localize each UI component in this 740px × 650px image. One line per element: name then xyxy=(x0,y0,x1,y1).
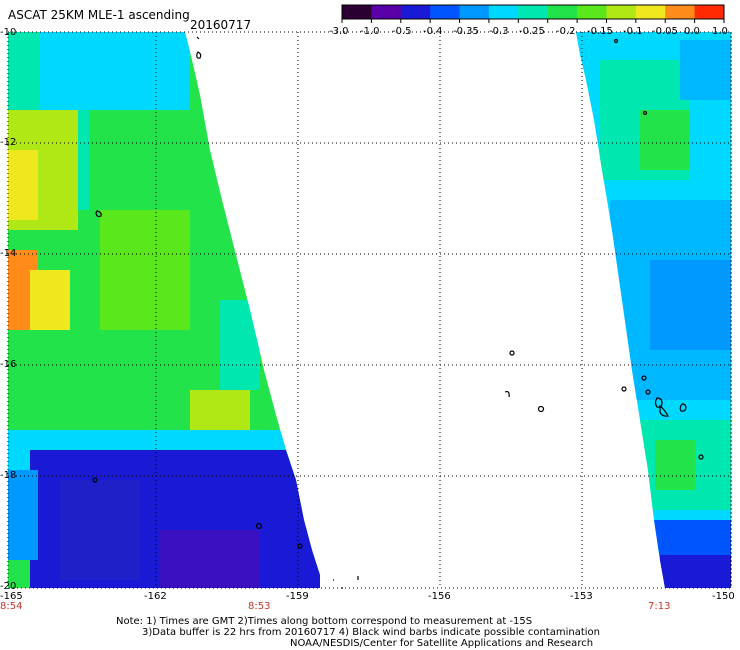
lat-label: -18 xyxy=(0,470,17,481)
lon-label: -153 xyxy=(570,591,593,602)
colorbar-swatch xyxy=(459,5,490,19)
colorbar-label: -0.4 xyxy=(423,26,443,37)
lon-label: -162 xyxy=(144,591,167,602)
colorbar-label: 0.0 xyxy=(684,26,700,37)
colorbar-swatch xyxy=(694,5,725,19)
left-swath xyxy=(8,32,320,588)
colorbar-label: -0.25 xyxy=(519,26,545,37)
colorbar-swatch xyxy=(606,5,637,19)
colorbar-swatch xyxy=(342,5,372,19)
colorbar-swatch xyxy=(400,5,431,19)
colorbar-label: -3.0 xyxy=(329,26,349,37)
colorbar-label: -0.2 xyxy=(556,26,576,37)
swath-time: 7:13 xyxy=(648,601,671,612)
colorbar-label: -0.35 xyxy=(453,26,479,37)
plot-frame xyxy=(7,31,732,589)
colorbar-label: 1.0 xyxy=(712,26,728,37)
map-title: ASCAT 25KM MLE-1 ascending xyxy=(8,8,190,22)
colorbar-label: -1.0 xyxy=(360,26,380,37)
map-date: 20160717 xyxy=(190,18,252,32)
swath-time: 8:54 xyxy=(0,601,23,612)
colorbar-swatch xyxy=(430,5,461,19)
colorbar-swatch xyxy=(577,5,607,19)
colorbar xyxy=(341,4,725,23)
colorbar-swatch xyxy=(371,5,402,19)
colorbar-label: -0.05 xyxy=(652,26,678,37)
colorbar-swatch xyxy=(547,5,578,19)
lon-label: -159 xyxy=(286,591,309,602)
colorbar-swatch xyxy=(635,5,666,19)
colorbar-label: -0.15 xyxy=(587,26,613,37)
colorbar-label: -0.1 xyxy=(623,26,643,37)
note-line-3: NOAA/NESDIS/Center for Satellite Applica… xyxy=(290,638,594,649)
lat-label: -20 xyxy=(0,581,17,592)
lat-label: -12 xyxy=(0,137,17,148)
right-swath xyxy=(576,32,731,588)
lon-label: -165 xyxy=(0,591,23,602)
note-line-1: Note: 1) Times are GMT 2)Times along bot… xyxy=(116,616,533,627)
colorbar-swatch xyxy=(665,5,696,19)
lat-label: -10 xyxy=(0,27,17,38)
lat-label: -16 xyxy=(0,359,17,370)
note-line-2: 3)Data buffer is 22 hrs from 20160717 4)… xyxy=(142,627,600,638)
colorbar-label: -0.5 xyxy=(392,26,412,37)
lon-label: -156 xyxy=(428,591,451,602)
colorbar-label: -0.3 xyxy=(489,26,509,37)
swath-time: 8:53 xyxy=(248,601,271,612)
lon-label: -150 xyxy=(712,591,735,602)
colorbar-swatch xyxy=(518,5,549,19)
lat-label: -14 xyxy=(0,248,17,259)
colorbar-swatch xyxy=(488,5,519,19)
island-outlines xyxy=(92,36,704,589)
